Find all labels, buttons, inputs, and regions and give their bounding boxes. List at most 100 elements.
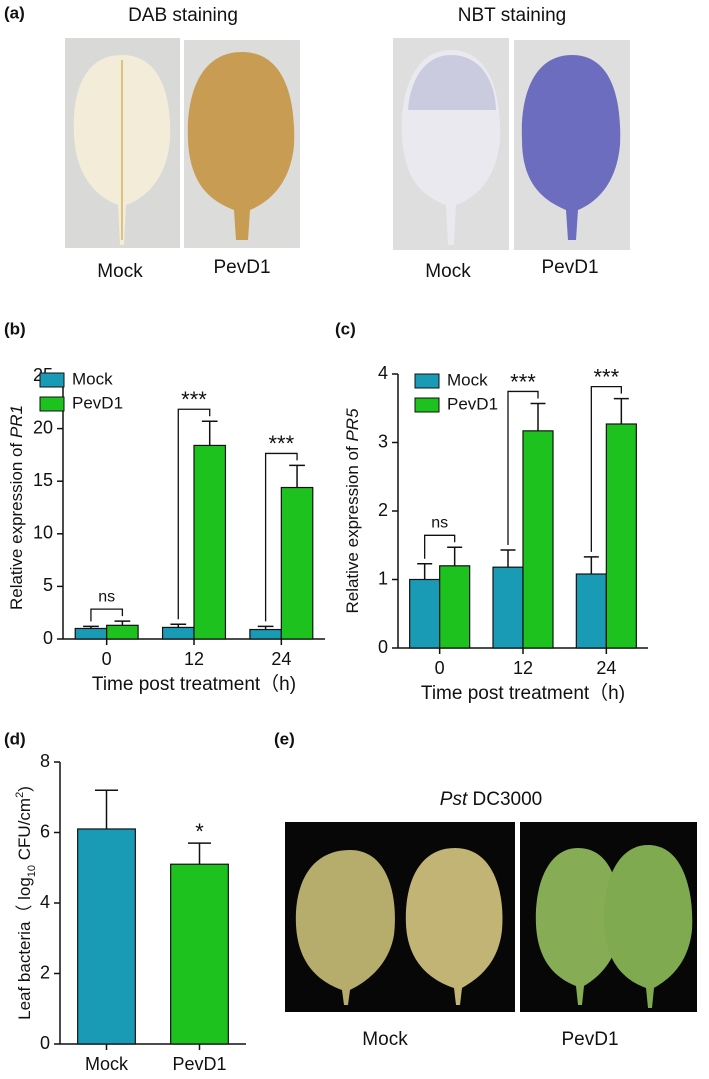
y-tick-label: 2 bbox=[40, 962, 50, 982]
y-label-part: CFU/cm bbox=[15, 798, 34, 865]
x-tick-label: 12 bbox=[184, 649, 204, 669]
panel-label: (c) bbox=[335, 319, 356, 338]
y-label-part: PR1 bbox=[7, 405, 26, 438]
error-bar bbox=[447, 546, 463, 566]
x-axis-label: Time post treatment（h) bbox=[421, 682, 625, 704]
error-bar bbox=[613, 397, 629, 425]
legend-label: Mock bbox=[72, 369, 113, 388]
significance-label: *** bbox=[181, 387, 207, 412]
error-bar bbox=[94, 789, 119, 829]
y-axis-label: Relative expression of PR5 bbox=[343, 408, 362, 614]
error-bar bbox=[583, 556, 599, 575]
significance-label: ns bbox=[98, 588, 115, 605]
error-bar bbox=[530, 402, 546, 431]
y-tick-label: 0 bbox=[378, 637, 388, 657]
y-tick-label: 3 bbox=[378, 431, 388, 451]
y-label-part: PR5 bbox=[343, 408, 362, 442]
panel-title: DAB staining bbox=[128, 5, 238, 26]
y-tick-label: 20 bbox=[33, 417, 53, 437]
panel-title: NBT staining bbox=[458, 5, 566, 26]
error-bar bbox=[257, 625, 274, 630]
significance-bracket bbox=[90, 608, 124, 622]
bar bbox=[170, 863, 229, 1045]
y-label-part: Leaf bacteria（ log bbox=[15, 877, 34, 1020]
y-tick-label: 2 bbox=[378, 500, 388, 520]
panel-label: (e) bbox=[274, 729, 295, 748]
legend-label: Mock bbox=[447, 370, 488, 389]
x-tick-label: PevD1 bbox=[172, 1054, 226, 1074]
significance-label: ns bbox=[431, 515, 448, 532]
y-tick-label: 15 bbox=[33, 470, 53, 490]
x-tick-label: 24 bbox=[271, 649, 291, 669]
title-italic: Pst bbox=[440, 789, 468, 810]
significance-label: *** bbox=[593, 364, 619, 389]
significance-bracket bbox=[507, 390, 539, 546]
significance-label: * bbox=[195, 819, 204, 844]
error-bar bbox=[500, 549, 516, 568]
error-bar bbox=[289, 464, 305, 488]
error-bar bbox=[187, 842, 212, 865]
bar bbox=[106, 624, 139, 640]
y-label-part: 10 bbox=[26, 865, 38, 877]
bar bbox=[77, 828, 136, 1045]
significance-bracket bbox=[264, 452, 298, 622]
error-bar bbox=[417, 562, 433, 580]
error-bar bbox=[170, 623, 187, 628]
legend-swatch bbox=[39, 396, 65, 412]
legend-label: PevD1 bbox=[447, 394, 498, 413]
significance-label: *** bbox=[268, 431, 294, 456]
y-tick-label: 1 bbox=[378, 568, 388, 588]
y-label-part: Relative expression of bbox=[7, 438, 26, 610]
y-tick-label: 0 bbox=[43, 628, 53, 648]
panel-label: (b) bbox=[4, 319, 26, 338]
panel-title: Pst DC3000 bbox=[440, 789, 542, 810]
photo-caption: Mock bbox=[425, 261, 471, 282]
y-tick-label: 5 bbox=[43, 575, 53, 595]
y-label-part: 2 bbox=[14, 792, 26, 798]
leaf-photos bbox=[65, 38, 697, 1012]
y-tick-label: 10 bbox=[33, 523, 53, 543]
legend-swatch bbox=[414, 397, 440, 413]
significance-bracket bbox=[177, 408, 211, 620]
bar bbox=[249, 628, 282, 640]
photo-caption: PevD1 bbox=[561, 1029, 618, 1050]
bar bbox=[409, 578, 441, 649]
bar bbox=[492, 566, 524, 649]
y-tick-label: 8 bbox=[40, 751, 50, 771]
x-tick-label: Mock bbox=[85, 1054, 129, 1074]
x-axis-label: Time post treatment（h) bbox=[92, 673, 296, 695]
significance-label: *** bbox=[510, 369, 536, 394]
panel-label: (d) bbox=[4, 729, 26, 748]
error-bar bbox=[201, 420, 218, 446]
y-label-part: Relative expression of bbox=[343, 442, 362, 614]
bar bbox=[193, 444, 227, 640]
photo-caption: PevD1 bbox=[541, 257, 598, 278]
y-axis-label: Leaf bacteria（ log10 CFU/cm2) bbox=[14, 786, 38, 1020]
x-tick-label: 0 bbox=[102, 649, 112, 669]
legend-label: PevD1 bbox=[72, 393, 123, 412]
y-tick-label: 0 bbox=[40, 1033, 50, 1053]
bar bbox=[439, 565, 471, 649]
panel-label: (a) bbox=[4, 3, 25, 22]
y-tick-label: 4 bbox=[40, 892, 50, 912]
y-axis-label: Relative expression of PR1 bbox=[7, 405, 26, 610]
photo-caption: PevD1 bbox=[213, 257, 270, 278]
x-tick-label: 12 bbox=[513, 658, 533, 678]
photo-caption: Mock bbox=[97, 261, 143, 282]
error-bar bbox=[114, 620, 131, 626]
bar bbox=[522, 430, 554, 649]
y-label-part: ) bbox=[15, 786, 34, 792]
x-tick-label: 24 bbox=[596, 658, 616, 678]
photo-caption: Mock bbox=[362, 1029, 408, 1050]
significance-bracket bbox=[590, 386, 622, 552]
legend-swatch bbox=[39, 372, 65, 388]
y-tick-label: 6 bbox=[40, 821, 50, 841]
bar bbox=[161, 626, 195, 640]
bar bbox=[575, 573, 607, 649]
significance-bracket bbox=[424, 534, 456, 559]
bar bbox=[605, 423, 637, 649]
y-tick-label: 4 bbox=[378, 363, 388, 383]
x-tick-label: 0 bbox=[435, 658, 445, 678]
legend-swatch bbox=[414, 373, 440, 389]
